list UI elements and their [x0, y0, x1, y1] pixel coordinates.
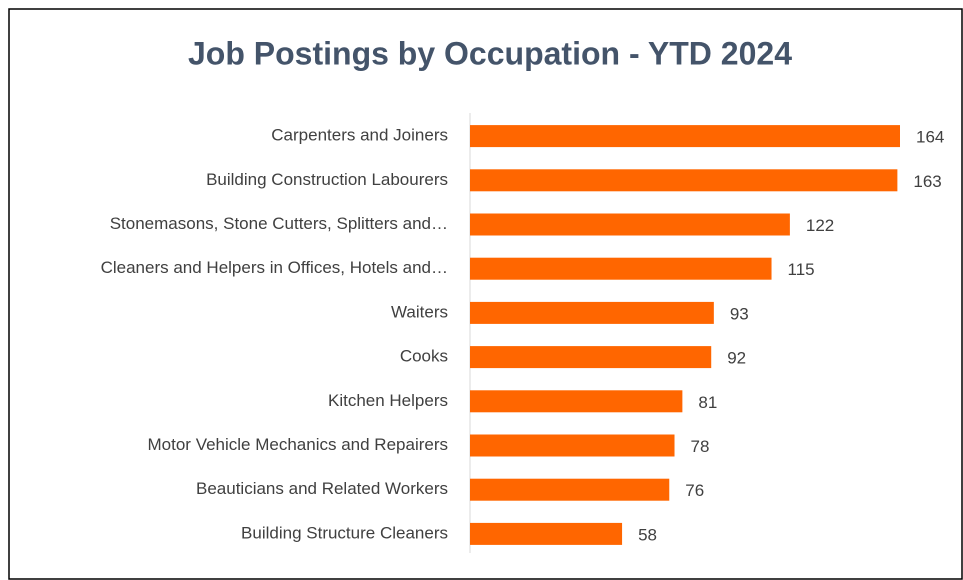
y-tick-label: Cooks — [400, 347, 448, 366]
y-tick-label: Waiters — [391, 302, 448, 321]
bar — [470, 169, 898, 192]
y-tick-label: Stonemasons, Stone Cutters, Splitters an… — [110, 214, 448, 233]
y-tick-label: Building Construction Labourers — [206, 170, 448, 189]
data-label: 81 — [698, 393, 717, 412]
y-tick-label: Kitchen Helpers — [328, 391, 448, 410]
data-label: 115 — [788, 260, 815, 279]
bar — [470, 522, 623, 545]
data-label: 122 — [806, 216, 834, 235]
y-tick-label: Beauticians and Related Workers — [196, 479, 448, 498]
y-tick-label: Carpenters and Joiners — [271, 126, 448, 145]
bar — [470, 346, 712, 369]
y-tick-label: Motor Vehicle Mechanics and Repairers — [148, 435, 448, 454]
bar — [470, 257, 772, 280]
data-label: 92 — [727, 349, 746, 368]
bar — [470, 125, 900, 148]
data-label: 76 — [685, 481, 704, 500]
data-label: 58 — [638, 525, 657, 544]
bar — [470, 213, 790, 236]
data-label: 78 — [691, 437, 710, 456]
y-tick-label: Cleaners and Helpers in Offices, Hotels … — [101, 258, 448, 277]
bar — [470, 301, 714, 324]
bar — [470, 390, 683, 413]
bar — [470, 478, 670, 501]
data-label: 163 — [913, 172, 941, 191]
data-label: 93 — [730, 304, 749, 323]
data-label: 164 — [916, 128, 944, 147]
y-tick-label: Building Structure Cleaners — [241, 523, 448, 542]
bar — [470, 434, 675, 457]
chart-title: Job Postings by Occupation - YTD 2024 — [188, 35, 792, 71]
